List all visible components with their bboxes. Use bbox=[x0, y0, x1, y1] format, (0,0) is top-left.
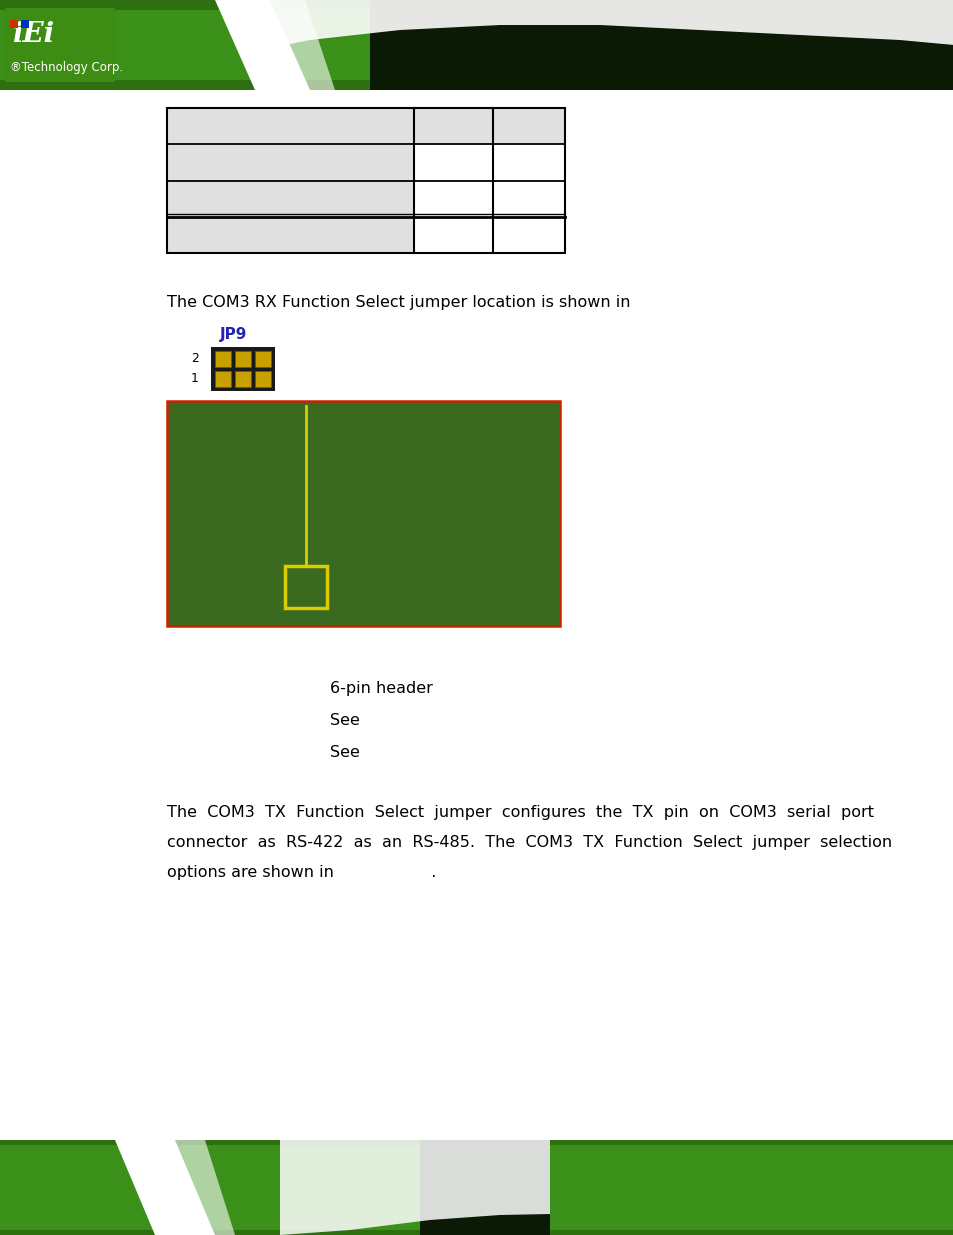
Polygon shape bbox=[280, 1140, 953, 1235]
Bar bbox=[254, 370, 271, 387]
Bar bbox=[493, 180, 564, 217]
Bar bbox=[167, 107, 564, 253]
Text: See: See bbox=[330, 713, 359, 727]
Text: 1: 1 bbox=[191, 373, 199, 385]
Bar bbox=[167, 217, 414, 253]
Polygon shape bbox=[260, 0, 953, 49]
Bar bbox=[254, 351, 271, 367]
Bar bbox=[414, 107, 493, 144]
Bar bbox=[21, 20, 29, 28]
Text: ®Technology Corp.: ®Technology Corp. bbox=[10, 62, 123, 74]
Polygon shape bbox=[430, 0, 953, 90]
Polygon shape bbox=[115, 1140, 214, 1235]
Bar bbox=[0, 1140, 419, 1235]
Bar bbox=[214, 351, 231, 367]
Bar bbox=[493, 107, 564, 144]
Bar bbox=[414, 217, 493, 253]
Bar bbox=[493, 217, 564, 253]
Bar bbox=[0, 0, 370, 90]
Bar bbox=[167, 180, 414, 217]
Text: The COM3 RX Function Select jumper location is shown in: The COM3 RX Function Select jumper locat… bbox=[167, 295, 630, 310]
Bar bbox=[550, 1145, 953, 1230]
Bar bbox=[0, 90, 953, 1140]
Text: See: See bbox=[330, 745, 359, 760]
Polygon shape bbox=[165, 1140, 234, 1235]
Bar bbox=[167, 401, 559, 626]
Bar bbox=[285, 566, 327, 608]
Bar bbox=[414, 144, 493, 180]
Text: options are shown in                   .: options are shown in . bbox=[167, 864, 436, 881]
Text: 2: 2 bbox=[191, 352, 199, 366]
Bar bbox=[167, 144, 414, 180]
Bar bbox=[550, 1140, 953, 1235]
Polygon shape bbox=[214, 0, 310, 90]
Text: JP9: JP9 bbox=[220, 327, 247, 342]
Bar bbox=[0, 1145, 419, 1230]
Text: The  COM3  TX  Function  Select  jumper  configures  the  TX  pin  on  COM3  ser: The COM3 TX Function Select jumper confi… bbox=[167, 805, 873, 820]
Bar bbox=[0, 1140, 953, 1235]
Bar bbox=[5, 7, 115, 82]
Text: connector  as  RS-422  as  an  RS-485.  The  COM3  TX  Function  Select  jumper : connector as RS-422 as an RS-485. The CO… bbox=[167, 835, 891, 850]
Bar bbox=[234, 370, 251, 387]
Bar bbox=[493, 144, 564, 180]
Bar bbox=[10, 20, 18, 28]
Polygon shape bbox=[265, 0, 335, 90]
Bar bbox=[214, 370, 231, 387]
Bar bbox=[234, 351, 251, 367]
Bar bbox=[0, 0, 953, 90]
Bar bbox=[211, 347, 274, 391]
Bar bbox=[167, 401, 559, 626]
Bar bbox=[414, 180, 493, 217]
Bar bbox=[0, 10, 370, 80]
Bar bbox=[167, 107, 414, 144]
Bar bbox=[450, 1140, 953, 1235]
Text: 6-pin header: 6-pin header bbox=[330, 680, 433, 697]
Text: iEi: iEi bbox=[12, 21, 54, 48]
